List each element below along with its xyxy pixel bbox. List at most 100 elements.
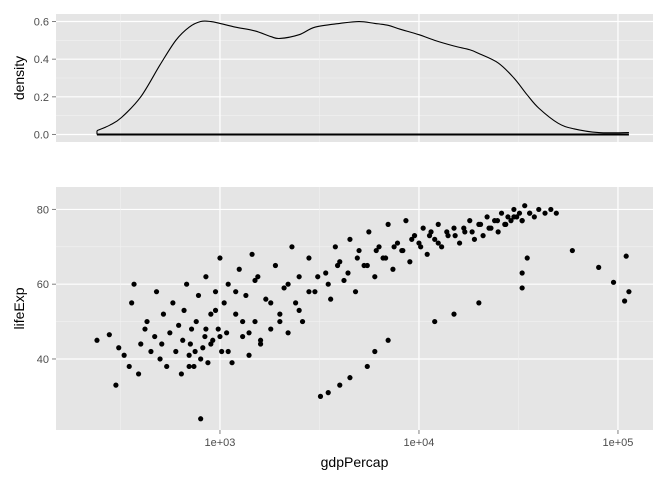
- scatter-point: [325, 390, 331, 396]
- scatter-x-axis-title: gdpPercap: [321, 454, 389, 470]
- scatter-point: [435, 240, 441, 246]
- scatter-point: [224, 330, 230, 336]
- scatter-point: [200, 345, 206, 351]
- scatter-point: [480, 233, 486, 239]
- scatter-point: [325, 281, 331, 287]
- density-panel: 0.0 0.2 0.4 0.6 density: [11, 14, 653, 142]
- scatter-point: [219, 348, 225, 355]
- scatter-point: [176, 322, 182, 328]
- scatter-point: [524, 255, 530, 261]
- scatter-point: [569, 247, 575, 254]
- scatter-point: [347, 236, 353, 242]
- scatter-point: [548, 206, 554, 213]
- scatter-point: [385, 337, 391, 343]
- scatter-point: [272, 262, 279, 269]
- scatter-point: [439, 244, 445, 250]
- scatter-point: [452, 233, 458, 239]
- scatter-point: [191, 363, 197, 370]
- scatter-point: [225, 281, 231, 287]
- scatter-point: [467, 218, 473, 224]
- scatter-point: [187, 341, 193, 347]
- scatter-point: [285, 330, 291, 336]
- scatter-panel-grid: [56, 187, 653, 430]
- scatter-point: [498, 210, 505, 216]
- scatter-point: [626, 289, 632, 295]
- scatter-point: [486, 225, 492, 231]
- scatter-point: [178, 371, 184, 377]
- scatter-point: [116, 345, 122, 351]
- scatter-point: [508, 218, 514, 224]
- scatter-point: [252, 318, 258, 325]
- scatter-point: [531, 214, 537, 220]
- density-y-tick-label: 0.6: [34, 17, 49, 29]
- scatter-point: [233, 289, 239, 295]
- scatter-point: [542, 210, 548, 216]
- scatter-point: [170, 300, 176, 306]
- scatter-point: [332, 244, 338, 250]
- scatter-point: [432, 236, 438, 242]
- scatter-point: [249, 251, 255, 257]
- scatter-point: [420, 225, 426, 231]
- scatter-point: [186, 363, 192, 370]
- scatter-x-tick-label: 1e+03: [205, 437, 236, 449]
- scatter-point: [240, 333, 246, 340]
- scatter-point: [153, 289, 160, 295]
- density-y-tick-label: 0.2: [34, 92, 49, 104]
- scatter-point: [184, 281, 190, 287]
- scatter-point: [188, 326, 195, 332]
- scatter-point: [236, 266, 242, 272]
- scatter-point: [159, 341, 165, 347]
- scatter-point: [243, 292, 249, 299]
- scatter-point: [306, 255, 312, 261]
- density-y-tick-label: 0.4: [34, 54, 49, 66]
- scatter-point: [212, 307, 219, 313]
- scatter-point: [277, 311, 283, 317]
- scatter-point: [257, 337, 264, 343]
- scatter-point: [193, 318, 199, 325]
- scatter-point: [519, 270, 525, 276]
- scatter-point: [347, 375, 353, 381]
- scatter-point: [198, 416, 204, 422]
- scatter-point: [289, 244, 295, 250]
- scatter-point: [277, 318, 283, 325]
- scatter-y-tick-label: 40: [37, 354, 49, 366]
- scatter-point: [142, 326, 148, 332]
- scatter-point: [215, 326, 221, 332]
- scatter-point: [217, 255, 223, 261]
- scatter-point: [400, 247, 406, 254]
- scatter-point: [372, 348, 378, 355]
- scatter-point: [477, 221, 484, 227]
- scatter-point: [596, 264, 602, 270]
- scatter-point: [202, 333, 208, 340]
- scatter-point: [476, 300, 482, 306]
- scatter-y-tick-label: 60: [37, 279, 49, 291]
- scatter-point: [366, 229, 372, 235]
- scatter-point: [503, 221, 509, 227]
- scatter-point: [519, 285, 525, 291]
- scatter-point: [522, 203, 528, 209]
- scatter-point: [451, 225, 457, 231]
- scatter-point: [623, 253, 629, 259]
- scatter-point: [246, 330, 252, 336]
- scatter-y-axis-title: lifeExp: [11, 287, 27, 329]
- scatter-point: [312, 289, 318, 295]
- scatter-point: [296, 274, 302, 280]
- scatter-point: [385, 221, 391, 227]
- scatter-point: [306, 289, 312, 295]
- scatter-point: [451, 311, 457, 317]
- scatter-x-ticks: 1e+03 1e+04 1e+05: [205, 430, 633, 449]
- scatter-point: [268, 300, 274, 306]
- scatter-point: [323, 270, 329, 276]
- scatter-panel-background: [56, 187, 653, 430]
- scatter-point: [461, 225, 467, 231]
- scatter-point: [334, 262, 341, 269]
- scatter-point: [240, 318, 246, 325]
- density-panel-grid: [56, 14, 653, 142]
- scatter-point: [364, 363, 370, 370]
- scatter-point: [364, 262, 370, 269]
- scatter-point: [505, 214, 511, 220]
- scatter-point: [217, 333, 223, 340]
- scatter-point: [372, 274, 378, 280]
- scatter-point: [407, 259, 413, 265]
- scatter-point: [173, 348, 179, 355]
